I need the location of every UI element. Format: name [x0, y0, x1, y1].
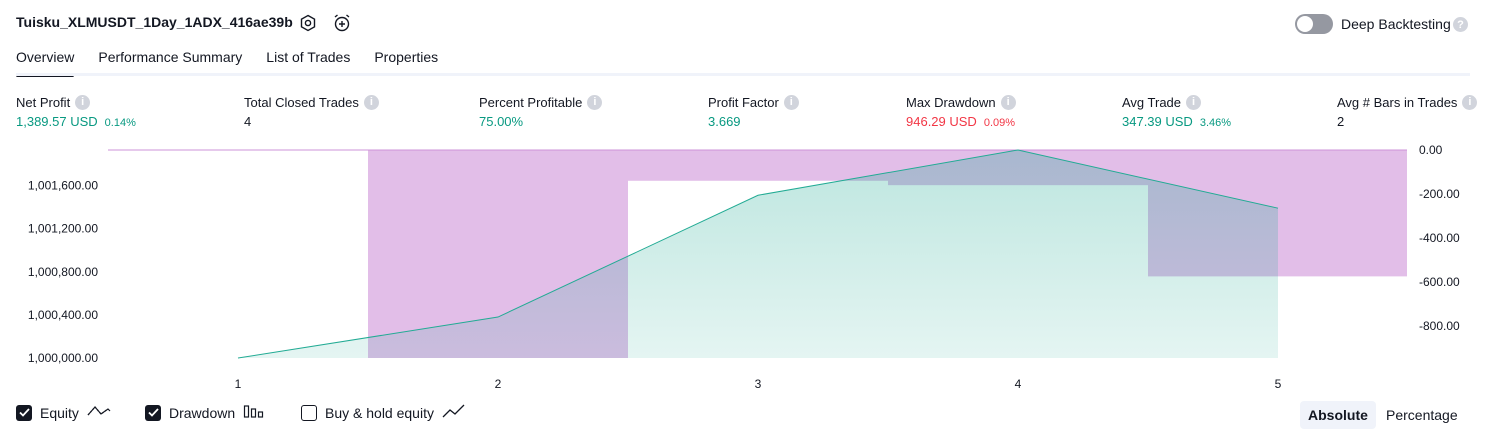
metric-label: Net Profit	[16, 94, 71, 110]
equity-area	[238, 150, 1278, 358]
tab-properties[interactable]: Properties	[374, 49, 439, 65]
info-icon[interactable]: i	[1186, 94, 1202, 110]
tab-bar: Overview Performance Summary List of Tra…	[16, 44, 439, 77]
metric-label: Percent Profitable	[479, 94, 583, 110]
metric-max-drawdown: Max Drawdown i 946.29 USD 0.09%	[906, 94, 1016, 130]
info-icon[interactable]: i	[587, 94, 603, 110]
legend-drawdown[interactable]: Drawdown	[145, 403, 265, 422]
left-axis-tick: 1,001,200.00	[28, 222, 98, 236]
metric-net-profit: Net Profit i 1,389.57 USD 0.14%	[16, 94, 136, 130]
equity-checkbox[interactable]	[16, 404, 32, 421]
deep-backtesting-toggle[interactable]	[1295, 14, 1333, 34]
buy-hold-line-icon	[442, 403, 466, 422]
drawdown-bars-icon	[243, 403, 265, 422]
metric-percent: 3.46%	[1199, 117, 1232, 129]
metric-label: Profit Factor	[708, 94, 779, 110]
right-axis-tick: -400.00	[1419, 231, 1460, 245]
equity-label: Equity	[40, 404, 79, 421]
metric-percent: 0.09%	[983, 117, 1016, 129]
info-icon[interactable]: i	[363, 94, 379, 110]
left-axis-tick: 1,000,800.00	[28, 265, 98, 279]
right-axis-tick: -200.00	[1419, 187, 1460, 201]
right-axis-tick: 0.00	[1419, 143, 1443, 157]
metric-value: 347.39 USD	[1122, 114, 1193, 129]
x-axis-tick: 5	[1275, 377, 1282, 391]
x-axis-tick: 2	[495, 377, 502, 391]
legend-buy-hold-equity[interactable]: Buy & hold equity	[301, 403, 466, 422]
metric-avg-bars-in-trades: Avg # Bars in Trades i 2	[1337, 94, 1478, 130]
metric-value: 1,389.57 USD	[16, 114, 98, 129]
info-icon[interactable]: i	[1462, 94, 1478, 110]
metric-value: 3.669	[708, 114, 741, 129]
toggle-knob	[1297, 16, 1313, 32]
equity-line-icon	[87, 403, 111, 422]
x-axis-tick: 3	[755, 377, 762, 391]
right-axis-tick: -800.00	[1419, 319, 1460, 333]
buy-hold-checkbox[interactable]	[301, 404, 317, 421]
equity-drawdown-chart[interactable]: 1,000,000.00 1,000,400.00 1,000,800.00 1,00…	[0, 140, 1486, 395]
metric-percent: 0.14%	[104, 117, 136, 129]
absolute-mode-button[interactable]: Absolute	[1300, 401, 1376, 429]
deep-backtesting-label: Deep Backtesting	[1341, 16, 1451, 32]
deep-backtesting-help-icon[interactable]: ?	[1453, 17, 1468, 32]
metric-percent-profitable: Percent Profitable i 75.00%	[479, 94, 603, 130]
metric-avg-trade: Avg Trade i 347.39 USD 3.46%	[1122, 94, 1231, 130]
x-axis-tick: 4	[1015, 377, 1022, 391]
metric-value: 2	[1337, 114, 1345, 129]
tab-divider	[16, 73, 1470, 76]
metric-value: 4	[244, 114, 252, 129]
strategy-title: Tuisku_XLMUSDT_1Day_1ADX_416ae39b	[16, 14, 293, 30]
left-axis-tick: 1,001,600.00	[28, 179, 98, 193]
metric-label: Max Drawdown	[906, 94, 996, 110]
drawdown-label: Drawdown	[169, 404, 236, 421]
tab-overview[interactable]: Overview	[16, 44, 75, 77]
metric-profit-factor: Profit Factor i 3.669	[708, 94, 799, 130]
settings-gear-icon[interactable]	[297, 12, 319, 34]
tab-performance-summary[interactable]: Performance Summary	[98, 49, 243, 65]
metric-label: Avg Trade	[1122, 94, 1182, 110]
info-icon[interactable]: i	[1000, 94, 1016, 110]
metric-total-closed-trades: Total Closed Trades i 4	[244, 94, 379, 130]
percentage-mode-button[interactable]: Percentage	[1386, 407, 1458, 423]
metric-value: 75.00%	[479, 114, 524, 129]
metric-value: 946.29 USD	[906, 114, 977, 129]
info-icon[interactable]: i	[783, 94, 799, 110]
left-axis-tick: 1,000,000.00	[28, 351, 98, 365]
drawdown-checkbox[interactable]	[145, 404, 161, 421]
buy-hold-label: Buy & hold equity	[325, 404, 434, 421]
metric-label: Avg # Bars in Trades	[1337, 94, 1458, 110]
legend-equity[interactable]: Equity	[16, 403, 111, 422]
info-icon[interactable]: i	[75, 94, 91, 110]
x-axis-tick: 1	[235, 377, 242, 391]
drawdown-bar	[628, 150, 888, 181]
right-axis-tick: -600.00	[1419, 275, 1460, 289]
add-alert-icon[interactable]	[331, 12, 353, 34]
left-axis-tick: 1,000,400.00	[28, 308, 98, 322]
tab-list-of-trades[interactable]: List of Trades	[266, 49, 351, 65]
metric-label: Total Closed Trades	[244, 94, 359, 110]
